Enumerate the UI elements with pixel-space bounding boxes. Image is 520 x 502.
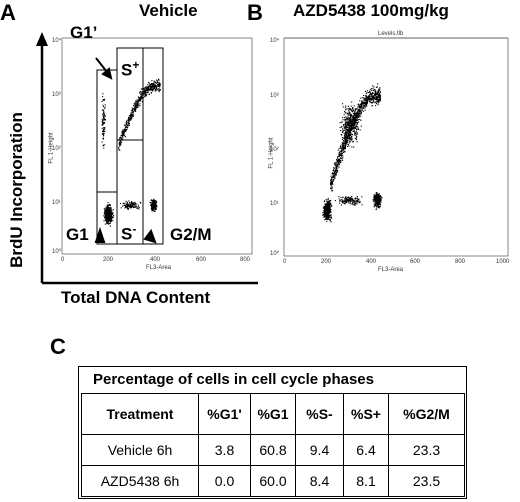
panel-a-xlabel-small: FL3-Area (146, 265, 172, 271)
panel-a-ytick-4: 10⁴ (52, 38, 62, 44)
panel-a-plot (36, 32, 258, 285)
panel-b-xlabel-small: FL3-Area (378, 267, 404, 273)
table-caption: Percentage of cells in cell cycle phases (93, 371, 374, 388)
panel-b-ytick-1: 10¹ (270, 201, 279, 207)
panel-a-title: Vehicle (139, 1, 198, 20)
panel-b-letter: B (247, 0, 263, 25)
table-cell: 3.8 (198, 434, 251, 466)
panel-a-ytick-1: 10¹ (52, 200, 61, 206)
panel-b-xtick-0: 0 (283, 259, 287, 265)
panel-b-xtick-200: 200 (321, 259, 332, 265)
panel-a-arrows (94, 57, 157, 244)
panel-a-xtick-400: 400 (150, 257, 161, 263)
table-cell: Vehicle 6h (81, 434, 199, 466)
gate-label-g1: G1 (66, 225, 89, 244)
table-cell: 8.1 (343, 465, 389, 497)
table-cell: 60.0 (250, 465, 296, 497)
panel-a-xtick-800: 800 (240, 257, 251, 263)
cell-cycle-table-box: Percentage of cells in cell cycle phases… (78, 366, 467, 499)
panel-a-xtick-600: 600 (196, 257, 207, 263)
table-cell: 23.5 (388, 465, 465, 497)
table-cell: 0.0 (198, 465, 251, 497)
header-g1-prime: %G1' (198, 393, 251, 435)
panel-a-ytick-2: 10² (52, 146, 61, 152)
gate-g2m-rect (142, 47, 164, 245)
x-axis-title: Total DNA Content (61, 288, 211, 307)
table-cell: 9.4 (295, 434, 344, 466)
header-s-minus: %S- (295, 393, 344, 435)
table-row: AZD5438 6h 0.0 60.0 8.4 8.1 23.5 (81, 465, 465, 497)
panel-a-xtick-0: 0 (61, 257, 65, 263)
gate-label-s-plus: S+ (121, 58, 140, 80)
panel-b-xtick-1000: 1000 (496, 259, 510, 265)
table-row: Vehicle 6h 3.8 60.8 9.4 6.4 23.3 (81, 434, 465, 466)
table-header-row: Treatment %G1' %G1 %S- %S+ %G2/M (81, 393, 465, 435)
header-treatment: Treatment (81, 393, 199, 435)
panel-b-xtick-400: 400 (366, 259, 377, 265)
panel-c-letter: C (50, 334, 66, 359)
panel-b-title: AZD5438 100mg/kg (293, 1, 449, 20)
panel-b-xtick-600: 600 (410, 259, 421, 265)
gate-label-g1-prime: G1’ (70, 23, 98, 42)
table-cell: AZD5438 6h (81, 465, 199, 497)
panel-b-ytick-2: 10² (270, 147, 279, 153)
panel-a-scatter (101, 78, 161, 227)
header-s-plus: %S+ (343, 393, 389, 435)
table-cell: 60.8 (250, 434, 296, 466)
table-cell: 8.4 (295, 465, 344, 497)
cell-cycle-table: Treatment %G1' %G1 %S- %S+ %G2/M Vehicle… (81, 393, 465, 497)
header-g2m: %G2/M (388, 393, 465, 435)
table-cell: 23.3 (388, 434, 465, 466)
panel-b-ylabel-small: FL 1-Height (268, 137, 275, 169)
panel-a-ytick-0: 10⁰ (52, 249, 62, 255)
panel-b-xtick-800: 800 (455, 259, 466, 265)
header-g1: %G1 (250, 393, 296, 435)
panel-b-ytick-4: 10⁴ (270, 38, 280, 44)
panel-b-ytick-3: 10³ (270, 93, 279, 99)
panel-a-axes (36, 32, 258, 285)
panel-a-frame (61, 37, 253, 255)
panel-b-scatter (322, 83, 383, 223)
panel-a-ytick-3: 10³ (52, 92, 61, 98)
panel-a-gates (96, 47, 164, 245)
panel-b-header-label: Levels.tlb (378, 31, 404, 37)
panel-b-frame (283, 37, 509, 257)
gate-label-g2m: G2/M (170, 225, 212, 244)
panel-a-xtick-200: 200 (103, 257, 114, 263)
panel-b-plot (283, 37, 509, 257)
table-cell: 6.4 (343, 434, 389, 466)
panel-a-letter: A (0, 0, 16, 25)
gate-label-s-minus: S- (121, 222, 137, 244)
panel-b-ytick-0: 10⁰ (270, 251, 280, 257)
